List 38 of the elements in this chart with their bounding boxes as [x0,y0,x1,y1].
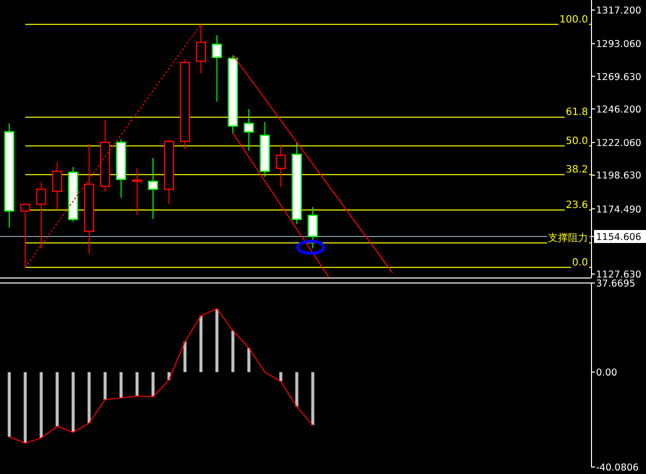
y-tick-label: 1198.630 [596,170,642,182]
ref-line-label: 支撑阻力 [548,232,588,244]
bar [136,372,139,396]
bar [152,372,155,397]
ref-line-label: 50.0 [566,136,588,147]
ref-line-label: 23.6 [566,200,588,212]
bar [295,372,298,407]
bar [120,372,123,398]
bar [311,372,314,426]
y-tick-label: 1222.060 [596,138,642,150]
y-tick-label: 1269.630 [596,72,642,83]
bar [72,372,75,432]
y-tick-label: 1246.200 [596,104,642,116]
ref-line-label: 61.8 [566,107,588,118]
bar [183,342,186,372]
y-tick-label: 1127.630 [596,270,642,281]
y-tick-label: 1293.060 [596,39,642,50]
y-tick-label: 1317.200 [596,6,642,17]
bar [24,372,27,444]
y-tick-label: -40.0806 [596,462,639,474]
bar [231,330,234,372]
bar [247,348,250,372]
bar [199,316,202,372]
y-tick-label: 37.6695 [596,278,636,290]
bar [40,372,43,438]
ref-line-label: 100.0 [559,14,588,26]
ref-line-label: 0.0 [572,257,588,268]
bar [279,372,282,382]
bar [104,372,107,400]
y-tick-label: 1174.490 [596,204,642,216]
bar [8,372,11,437]
bar [215,308,218,372]
y-tick-label: 1154.606 [596,232,642,243]
bar [88,372,91,424]
line-series [8,308,314,444]
y-tick-label: 0.00 [596,368,618,379]
ref-line-label: 38.2 [566,164,588,176]
bar [56,372,59,426]
